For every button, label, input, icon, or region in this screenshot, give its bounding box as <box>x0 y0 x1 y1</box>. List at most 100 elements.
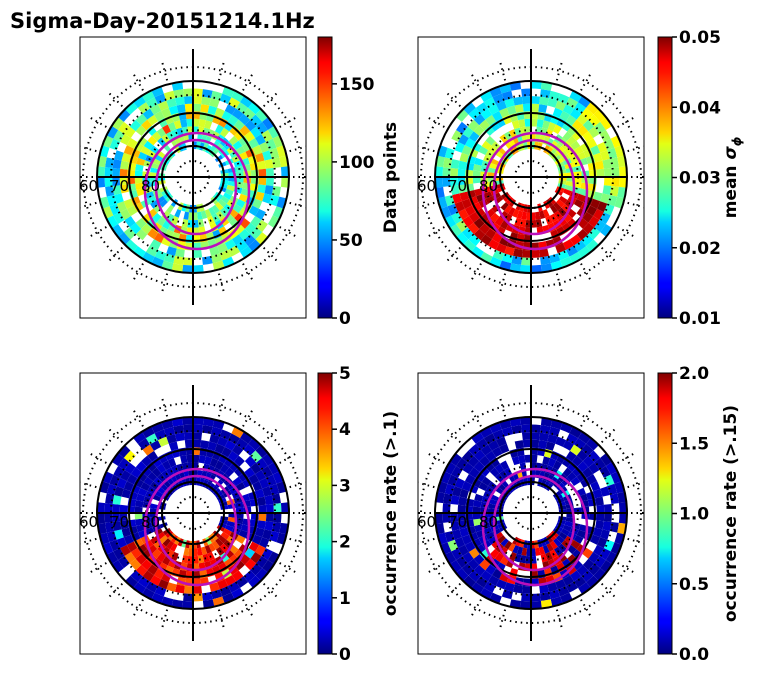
heatmap-cell <box>138 487 148 497</box>
heatmap-cell <box>451 129 463 142</box>
heatmap-cell <box>136 493 146 502</box>
heatmap-cell <box>135 164 144 172</box>
latitude-grid <box>434 385 628 641</box>
heatmap-cell <box>572 130 583 141</box>
heatmap-cell <box>488 162 498 170</box>
heatmap-cell <box>459 191 469 202</box>
heatmap-cell <box>271 186 281 197</box>
heatmap-cell <box>235 198 246 208</box>
heatmap-cell <box>450 167 459 177</box>
heatmap-cell <box>217 243 229 254</box>
heatmap-cell <box>603 177 612 187</box>
heatmap-cell <box>204 209 212 218</box>
heatmap-cell <box>452 529 462 540</box>
heatmap-cell <box>567 218 578 229</box>
heatmap-cell <box>234 559 245 571</box>
heatmap-cell <box>236 240 249 252</box>
heatmap-cell <box>549 204 558 214</box>
heatmap-cell <box>590 198 601 209</box>
heatmap-cell <box>193 96 203 105</box>
heatmap-cell <box>97 502 106 513</box>
heatmap-cell <box>552 107 563 118</box>
colorbar-tick-label: 4 <box>339 420 351 440</box>
axes-frame <box>79 372 307 655</box>
heatmap-cell <box>600 453 613 466</box>
heatmap-cell <box>147 564 159 576</box>
heatmap-cell <box>576 113 589 126</box>
heatmap-cell <box>197 219 205 228</box>
heatmap-cell <box>522 103 531 112</box>
heatmap-cell <box>261 465 273 478</box>
heatmap-cell <box>607 194 618 207</box>
heatmap-cell <box>557 93 570 105</box>
heatmap-cell <box>489 548 500 559</box>
heatmap-cell <box>255 488 265 499</box>
heatmap-cell <box>180 455 188 464</box>
heatmap-cell <box>105 522 115 533</box>
heatmap-cell <box>117 232 131 245</box>
heatmap-cell <box>495 436 507 447</box>
heatmap-cell <box>504 540 513 550</box>
heatmap-cell <box>539 248 549 258</box>
heatmap-cell <box>211 540 220 550</box>
heatmap-cell <box>143 140 154 151</box>
heatmap-cell <box>455 109 469 122</box>
heatmap-cell <box>154 249 167 261</box>
heatmap-cell <box>130 467 142 479</box>
heatmap-cell <box>183 96 193 105</box>
heatmap-cell <box>473 449 486 462</box>
heatmap-cell <box>106 551 119 565</box>
heatmap-cell <box>182 264 193 274</box>
heatmap-cell <box>512 209 520 218</box>
heatmap-cell <box>452 486 462 497</box>
heatmap-cell <box>219 429 232 441</box>
heatmap-cell <box>540 599 553 609</box>
heatmap-cell <box>187 219 193 228</box>
heatmap-cell <box>156 127 167 138</box>
heatmap-cell <box>531 454 538 463</box>
latitude-label: 70 <box>448 177 467 195</box>
heatmap-cell <box>580 142 591 152</box>
heatmap-cell <box>593 568 607 581</box>
heatmap-cell <box>242 478 253 488</box>
heatmap-cell <box>166 467 175 477</box>
colorbar: 0.0 0.5 1.0 1.5 2.0 occurrence rate (>.15) <box>657 364 741 665</box>
heatmap-cell <box>112 167 121 177</box>
heatmap-cell <box>511 456 520 466</box>
heatmap-cell <box>559 110 571 122</box>
heatmap-cell <box>235 177 244 183</box>
heatmap-cell <box>540 89 551 99</box>
heatmap-cell <box>580 478 591 488</box>
heatmap-cell <box>184 103 193 112</box>
heatmap-cell <box>511 425 522 435</box>
heatmap-cell <box>142 570 154 582</box>
heatmap-cell <box>134 513 143 520</box>
heatmap-cell <box>566 433 579 445</box>
heatmap-cell <box>244 558 257 571</box>
heatmap-cell <box>196 211 203 220</box>
heatmap-cell <box>264 185 274 195</box>
heatmap-cell <box>483 191 493 199</box>
heatmap-cell <box>458 520 467 530</box>
heatmap-cell <box>214 460 224 471</box>
heatmap-cell <box>147 228 159 240</box>
heatmap-cell <box>455 232 469 245</box>
heatmap-cell <box>157 473 167 483</box>
heatmap-cell <box>455 568 469 581</box>
heatmap-cell <box>256 220 268 233</box>
heatmap-cell <box>198 455 206 464</box>
heatmap-cell <box>243 443 256 456</box>
heatmap-cell <box>166 540 175 550</box>
heatmap-cell <box>479 90 493 103</box>
heatmap-cell <box>125 575 138 589</box>
heatmap-cell <box>188 212 193 221</box>
heatmap-cell <box>125 239 138 253</box>
heatmap-cell <box>258 513 267 522</box>
heatmap-cell <box>484 461 495 472</box>
heatmap-cell <box>150 162 160 170</box>
heatmap-cell <box>594 220 606 233</box>
heatmap-cell <box>574 102 587 114</box>
heatmap-cell <box>161 470 171 480</box>
heatmap-cell <box>151 548 162 559</box>
heatmap-cell <box>540 553 548 563</box>
